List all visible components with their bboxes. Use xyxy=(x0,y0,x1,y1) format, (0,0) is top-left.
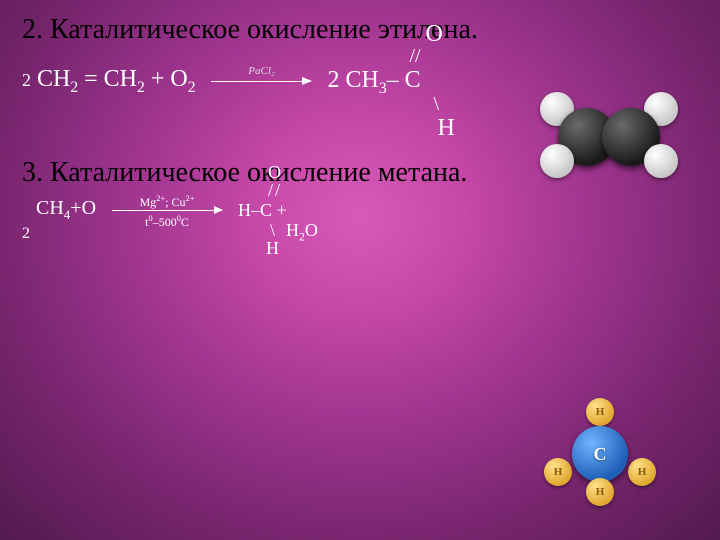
equation-2: CH4+O 2 Mg2+; Cu2+ t0–5000C O // H–C + \… xyxy=(22,197,698,223)
methane-molecule-image: H H H C H xyxy=(540,398,660,508)
eq1-lhs: 2 СН2 = СН2 + О2 xyxy=(22,66,195,97)
eq1-rhs-o: О xyxy=(425,21,442,47)
eq2-lhs-formula: CH4+O xyxy=(36,197,96,219)
eq2-rhs: O // H–C + \ H2O H xyxy=(238,200,287,221)
hydrogen-atom-icon: H xyxy=(586,398,614,426)
ethylene-molecule-image xyxy=(536,86,686,186)
eq1-coef: 2 xyxy=(22,70,31,90)
eq2-lhs: CH4+O 2 xyxy=(36,197,96,223)
eq2-catalyst-top: Mg2+; Cu2+ xyxy=(140,194,195,210)
eq2-rhs-h2o: H2O xyxy=(286,220,318,244)
eq2-rhs-slash: // xyxy=(268,180,282,201)
eq1-lhs-formula: СН2 = СН2 + О2 xyxy=(37,66,195,92)
eq1-arrow-wrap: PaCl₂ xyxy=(211,81,311,82)
eq1-rhs-slash: // xyxy=(409,45,420,67)
eq2-lhs-two: 2 xyxy=(22,225,30,243)
hydrogen-atom-icon xyxy=(644,144,678,178)
arrow-icon xyxy=(112,210,222,211)
hydrogen-atom-icon: H xyxy=(544,458,572,486)
eq2-rhs-h: H xyxy=(266,238,279,259)
eq1-rhs: О // 2 СН3– С \ Н xyxy=(327,67,420,97)
eq2-arrow-wrap: Mg2+; Cu2+ t0–5000C xyxy=(112,210,222,211)
eq1-catalyst: PaCl₂ xyxy=(248,65,274,77)
eq1-rhs-backslash: \ xyxy=(433,93,439,115)
carbon-center-icon: C xyxy=(572,426,628,482)
eq1-rhs-main: 2 СН3– С xyxy=(327,67,420,97)
hydrogen-atom-icon: H xyxy=(628,458,656,486)
eq1-rhs-h: Н xyxy=(437,115,454,141)
hydrogen-atom-icon: H xyxy=(586,478,614,506)
arrow-icon xyxy=(211,81,311,82)
section2-title: 2. Каталитическое окисление этилена. xyxy=(22,14,698,46)
eq2-rhs-main: H–C + xyxy=(238,200,287,221)
hydrogen-atom-icon xyxy=(540,144,574,178)
eq2-catalyst-bottom: t0–5000C xyxy=(145,214,189,230)
